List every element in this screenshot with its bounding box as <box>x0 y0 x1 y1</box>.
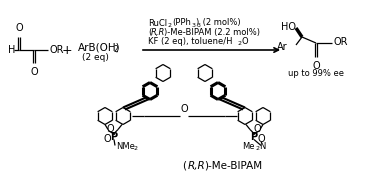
Text: N: N <box>259 142 265 151</box>
Text: )-Me-BIPAM (2.2 mol%): )-Me-BIPAM (2.2 mol%) <box>164 28 260 37</box>
Text: 3: 3 <box>192 23 196 28</box>
Text: (: ( <box>148 28 151 37</box>
Text: HO: HO <box>281 22 296 32</box>
Text: H: H <box>8 45 15 55</box>
Text: R,R: R,R <box>188 161 206 171</box>
Text: )-Me-BIPAM: )-Me-BIPAM <box>204 161 262 171</box>
Text: OR: OR <box>49 45 64 55</box>
Text: RuCl: RuCl <box>148 19 167 28</box>
Text: 2: 2 <box>113 46 118 55</box>
Text: Me: Me <box>242 142 254 151</box>
Text: 2: 2 <box>168 23 172 28</box>
Text: O: O <box>103 134 111 143</box>
Text: O: O <box>30 67 38 77</box>
Text: (PPh: (PPh <box>172 19 191 28</box>
Text: 3: 3 <box>197 23 201 28</box>
Text: O: O <box>180 104 188 114</box>
Text: P: P <box>110 132 118 141</box>
Text: KF (2 eq), toluene/H: KF (2 eq), toluene/H <box>148 37 232 46</box>
Text: O: O <box>15 23 23 33</box>
Text: 2: 2 <box>255 146 259 151</box>
Text: ArB(OH): ArB(OH) <box>78 42 121 52</box>
Text: O: O <box>257 134 265 143</box>
Text: Ar: Ar <box>277 42 288 52</box>
Text: O: O <box>312 61 320 71</box>
Text: O: O <box>242 37 249 46</box>
Text: O: O <box>254 125 262 134</box>
Text: (2 eq): (2 eq) <box>82 53 108 62</box>
Text: ): ) <box>195 19 198 28</box>
Text: NMe: NMe <box>116 142 135 151</box>
Text: +: + <box>62 44 72 57</box>
Text: up to 99% ee: up to 99% ee <box>288 69 344 78</box>
Text: R,R: R,R <box>151 28 166 37</box>
Text: P: P <box>251 132 257 141</box>
Text: (2 mol%): (2 mol%) <box>200 19 241 28</box>
Text: (: ( <box>182 161 186 171</box>
Text: 2: 2 <box>134 146 138 151</box>
Text: O: O <box>106 125 114 134</box>
Text: OR: OR <box>333 37 347 47</box>
Text: 2: 2 <box>238 41 242 46</box>
